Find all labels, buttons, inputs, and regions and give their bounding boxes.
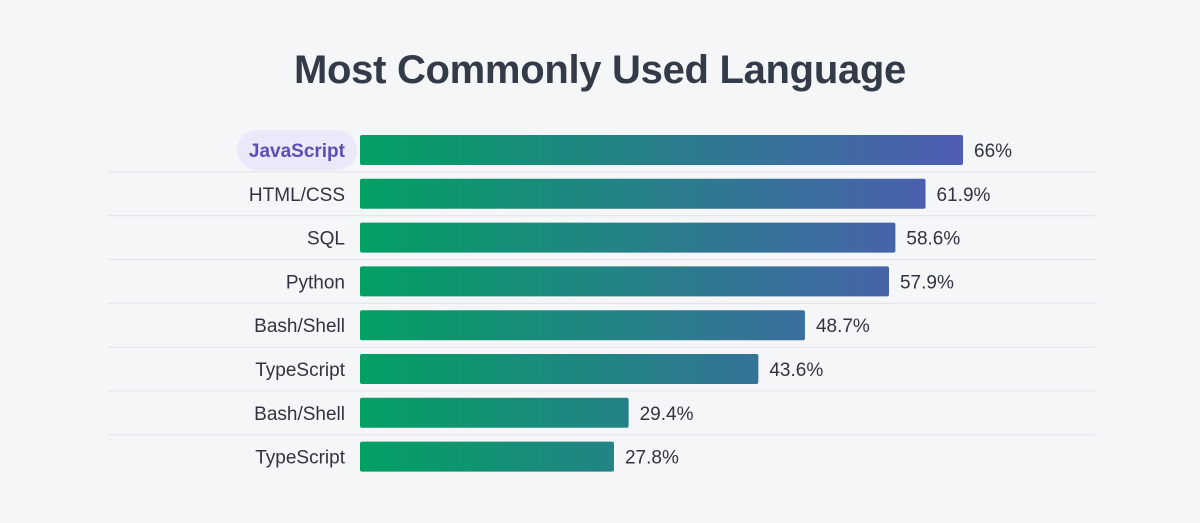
bar: [360, 222, 896, 253]
bar: [360, 266, 889, 297]
row-dividers: [108, 171, 1095, 436]
value-label: 29.4%: [640, 404, 694, 425]
highlight-pill: [237, 130, 357, 170]
value-label: 48.7%: [816, 316, 870, 337]
category-label: Bash/Shell: [254, 404, 345, 425]
category-label: TypeScript: [255, 360, 345, 381]
bar: [360, 310, 805, 341]
category-label: JavaScript: [249, 141, 346, 162]
value-label: 66%: [974, 141, 1012, 162]
category-label: TypeScript: [255, 448, 345, 469]
value-label: 43.6%: [769, 360, 823, 381]
bar: [360, 441, 614, 472]
category-label: Bash/Shell: [254, 316, 345, 337]
bar: [360, 397, 629, 428]
value-label: 57.9%: [900, 272, 954, 293]
value-label: 27.8%: [625, 448, 679, 469]
category-label: Python: [286, 272, 345, 293]
bar: [360, 178, 926, 209]
category-label: SQL: [307, 229, 345, 250]
value-label: 58.6%: [906, 229, 960, 250]
value-labels: 66% 61.9% 58.6% 57.9% 48.7% 43.6% 29.4% 27.8%: [625, 141, 1012, 469]
bar: [360, 135, 963, 165]
category-labels: JavaScript HTML/CSS SQL Python Bash/Shell Typ…: [237, 130, 357, 469]
chart-title: Most Commonly Used Language: [294, 48, 906, 92]
bar: [360, 354, 759, 384]
bars: [360, 135, 963, 472]
value-label: 61.9%: [937, 185, 991, 206]
category-label: HTML/CSS: [249, 185, 345, 206]
